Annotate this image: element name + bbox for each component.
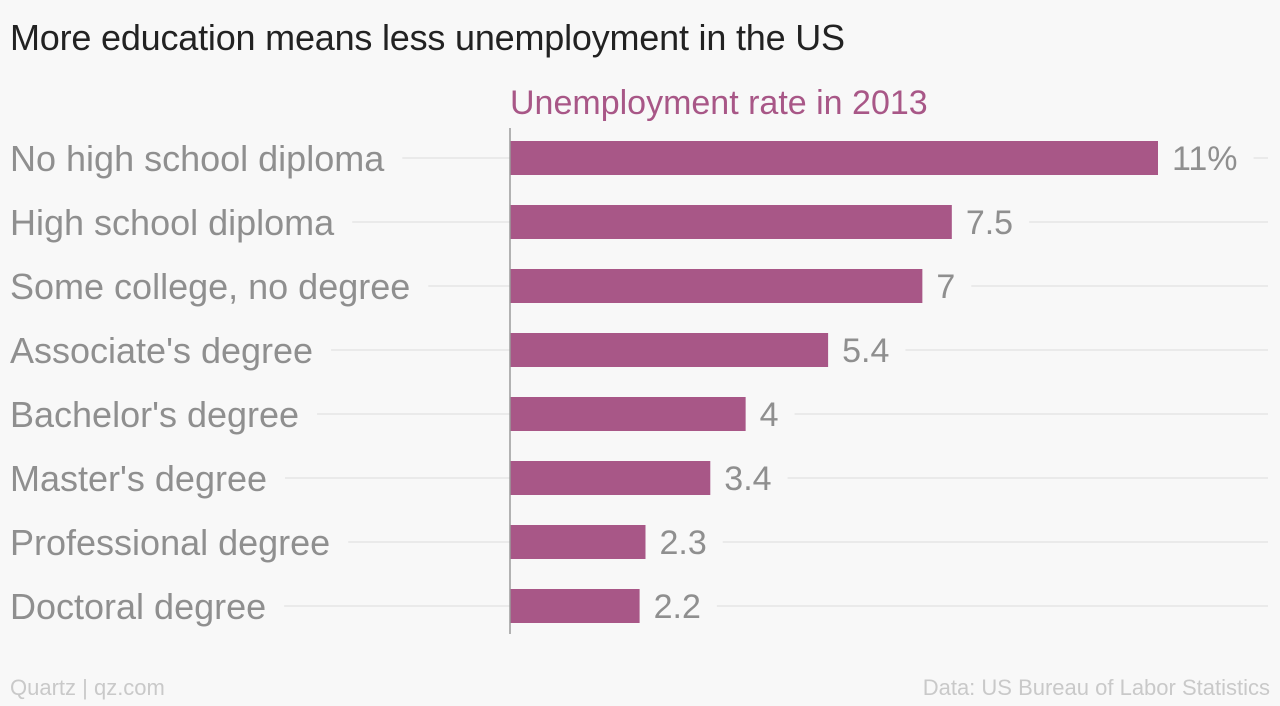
bar (510, 397, 746, 431)
value-label: 5.4 (842, 332, 889, 370)
bar (510, 589, 640, 623)
bar (510, 205, 952, 239)
category-label: Associate's degree (10, 330, 313, 371)
value-label: 3.4 (724, 460, 771, 498)
value-label: 11% (1172, 140, 1238, 178)
category-label: Doctoral degree (10, 586, 266, 627)
value-label: 2.2 (654, 588, 701, 626)
value-label: 2.3 (659, 524, 706, 562)
category-label: Some college, no degree (10, 266, 410, 307)
footer-credit: Quartz | qz.com (10, 675, 165, 700)
bar (510, 141, 1158, 175)
value-label: 7 (936, 268, 955, 306)
chart-title: More education means less unemployment i… (10, 17, 845, 58)
bar (510, 461, 711, 495)
bar (510, 269, 923, 303)
series-label: Unemployment rate in 2013 (510, 84, 928, 122)
value-label: 4 (760, 396, 779, 434)
category-label: High school diploma (10, 202, 335, 243)
category-label: No high school diploma (10, 138, 385, 179)
footer-source: Data: US Bureau of Labor Statistics (922, 675, 1270, 700)
category-label: Professional degree (10, 522, 330, 563)
value-label: 7.5 (966, 204, 1013, 242)
category-label: Bachelor's degree (10, 394, 299, 435)
bar (510, 333, 829, 367)
bar (510, 525, 646, 559)
category-label: Master's degree (10, 458, 267, 499)
